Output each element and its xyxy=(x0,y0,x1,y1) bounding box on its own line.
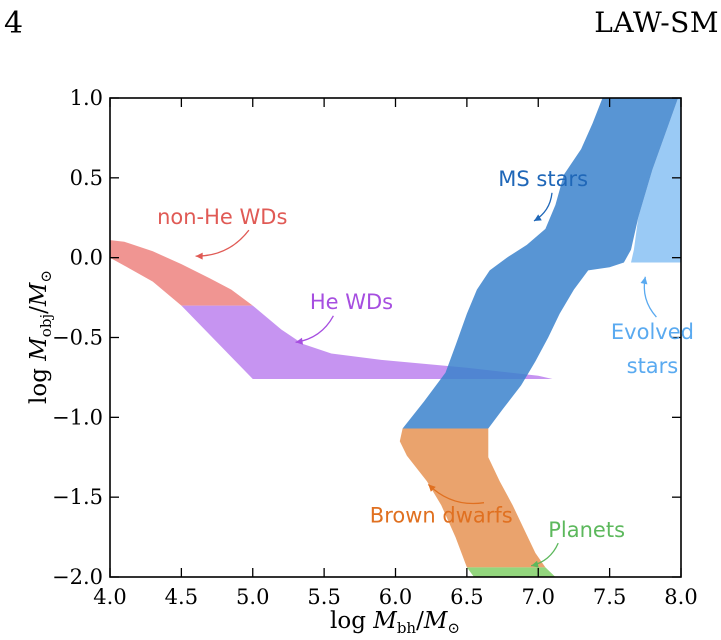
region-evolved-stars-area xyxy=(631,98,681,263)
annotation-label: He WDs xyxy=(310,290,393,314)
region-ms-stars-area xyxy=(402,98,679,429)
x-axis-label: log Mbh/M⊙ xyxy=(330,608,460,637)
region-brown-dwarfs-area xyxy=(399,428,546,568)
running-head: LAW-SM xyxy=(594,6,719,39)
annotation-arrowhead xyxy=(531,560,539,568)
y-tick-label: 0.0 xyxy=(70,246,103,270)
page-number: 4 xyxy=(4,6,24,41)
x-tick-label: 4.5 xyxy=(165,585,198,609)
y-tick-label: −1.0 xyxy=(52,405,103,429)
region-non-he-wds-area xyxy=(110,240,253,306)
annotation-arrowhead xyxy=(195,252,203,260)
annotation-arrowhead xyxy=(533,214,542,221)
y-tick-label: 1.0 xyxy=(70,86,103,110)
x-tick-label: 5.0 xyxy=(236,585,269,609)
annotation-non-he-wds: non-He WDs xyxy=(157,205,287,260)
annotation-arrowhead xyxy=(640,276,648,285)
annotation-label: non-He WDs xyxy=(157,205,287,229)
y-tick-label: −0.5 xyxy=(52,326,103,350)
region-layer xyxy=(110,98,681,577)
annotation-label: MS stars xyxy=(498,167,588,191)
region-he-wds-area xyxy=(181,305,553,379)
annotation-label: Planets xyxy=(548,518,625,542)
region-non-he-wds xyxy=(110,240,253,306)
annotation-arrowhead xyxy=(428,484,436,492)
annotation-planets: Planets xyxy=(530,518,625,568)
annotation-label: Evolved stars xyxy=(611,320,694,378)
annotation-label: Brown dwarfs xyxy=(370,504,513,528)
annotation-ms-stars: MS stars xyxy=(498,167,588,222)
y-tick-label: −2.0 xyxy=(52,565,103,589)
y-tick-label: −1.5 xyxy=(52,485,103,509)
x-tick-label: 6.0 xyxy=(379,585,412,609)
annotation-he-wds: He WDs xyxy=(295,290,393,345)
region-planets-area xyxy=(466,567,556,577)
x-tick-label: 7.0 xyxy=(522,585,555,609)
region-ms-stars xyxy=(402,98,679,429)
x-tick-label: 4.0 xyxy=(93,585,126,609)
axis-ticks: 4.0 4.5 5.0 5.5 6.0 6.5 7.0 7.5 8.0 1.0 0.5 0.0 −0.5… xyxy=(52,86,698,609)
annotation-brown-dwarfs: Brown dwarfs xyxy=(370,483,513,528)
x-tick-label: 8.0 xyxy=(664,585,697,609)
y-axis-label: log Mobj/M⊙ xyxy=(26,270,55,404)
y-tick-label: 0.5 xyxy=(70,166,103,190)
region-he-wds xyxy=(181,305,553,379)
x-tick-label: 5.5 xyxy=(307,585,340,609)
annotation-arrow xyxy=(533,192,553,222)
region-annotations: non-He WDs He WDs MS stars Evolved stars Brow… xyxy=(157,167,694,568)
region-planets xyxy=(466,567,556,577)
annotation-arrowhead xyxy=(295,337,304,345)
x-tick-label: 6.5 xyxy=(450,585,483,609)
region-brown-dwarfs xyxy=(399,428,546,568)
annotation-evolved-stars: Evolved stars xyxy=(611,276,694,378)
x-tick-label: 7.5 xyxy=(593,585,626,609)
annotation-arrow xyxy=(195,229,250,257)
region-evolved-stars xyxy=(631,98,681,263)
